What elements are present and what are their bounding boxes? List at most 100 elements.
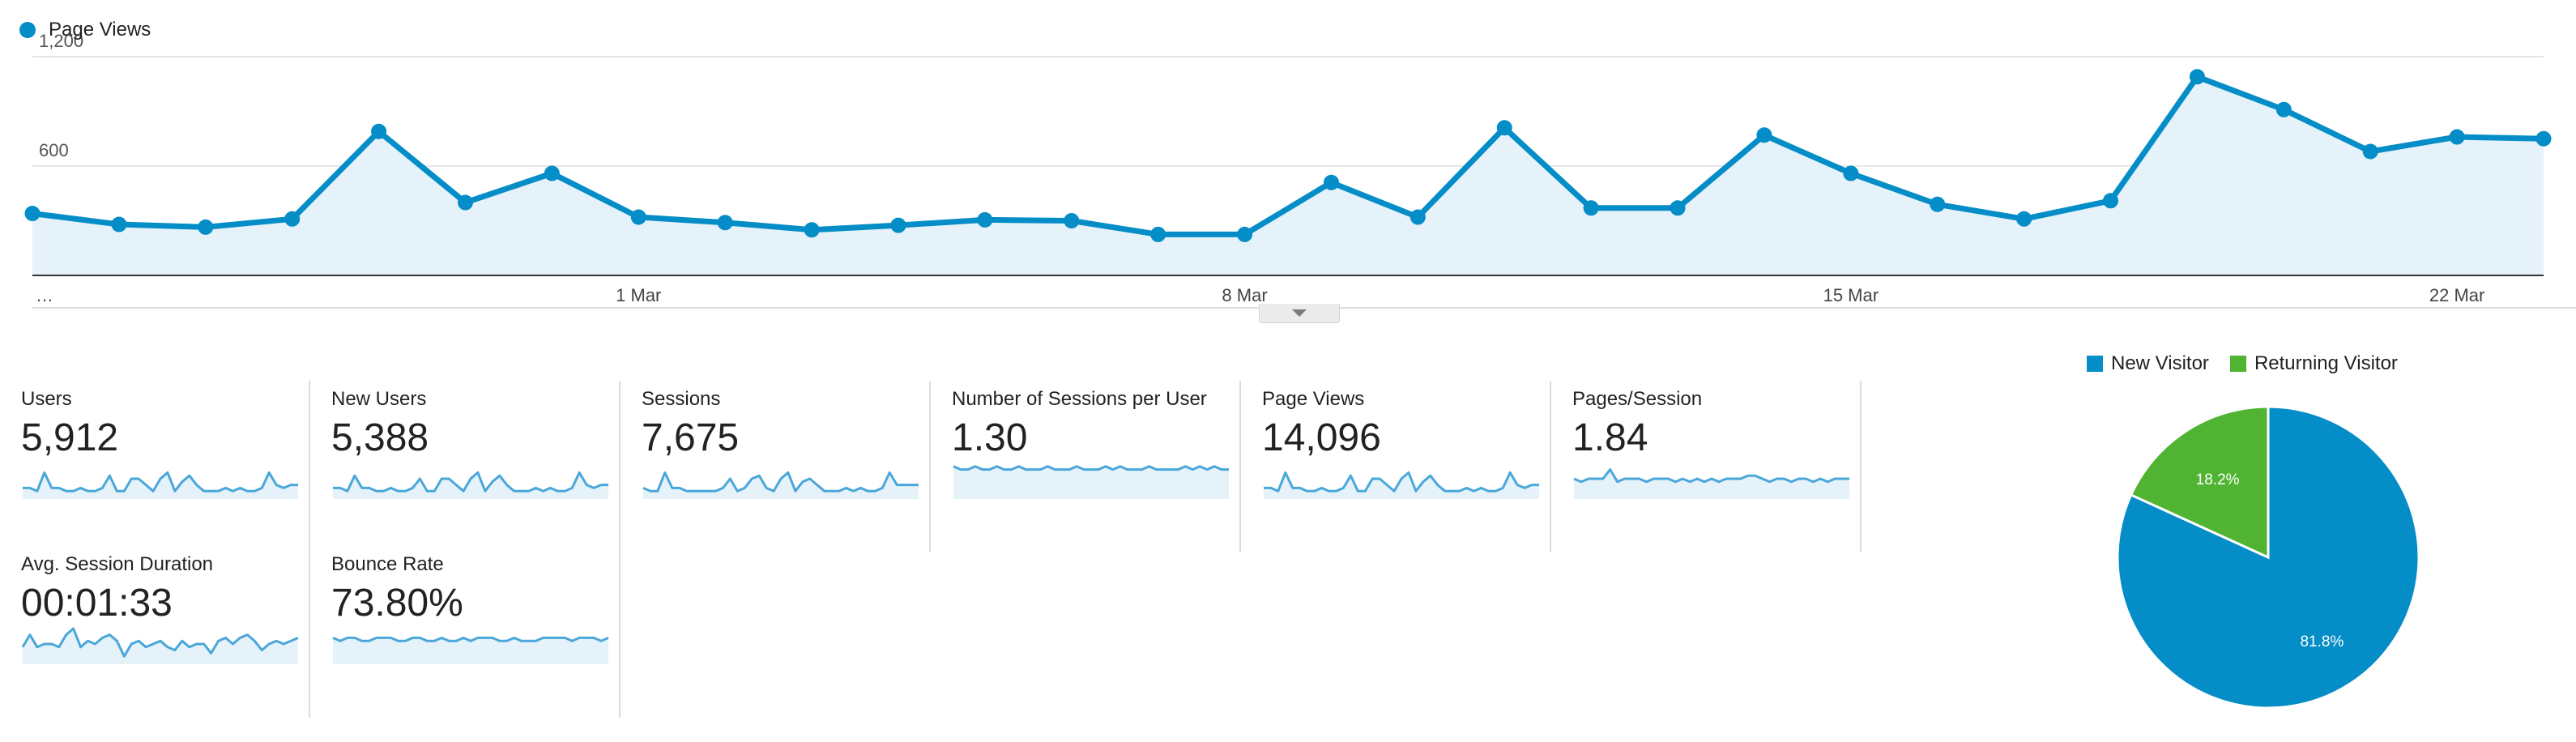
metric-label: Page Views <box>1262 388 1365 410</box>
sparkline-line <box>642 471 919 493</box>
sparkline <box>953 465 1229 499</box>
metric-label: Sessions <box>642 388 721 410</box>
sparkline-line <box>333 471 608 493</box>
sparkline-line <box>1573 468 1849 484</box>
metric-value: 1.84 <box>1572 416 1648 459</box>
legend-item-new-visitor[interactable]: New Visitor <box>2087 352 2209 375</box>
page-views-area <box>32 76 2544 275</box>
sparkline-area <box>333 638 608 664</box>
data-point[interactable] <box>1237 226 1253 242</box>
legend-dot-icon <box>19 22 36 38</box>
metric-label: Pages/Session <box>1572 388 1703 410</box>
data-point[interactable] <box>1756 127 1772 143</box>
data-point[interactable] <box>2275 101 2292 117</box>
sparkline <box>1573 468 1849 499</box>
data-point[interactable] <box>2362 143 2378 160</box>
data-point[interactable] <box>457 194 473 211</box>
sparkline <box>332 636 609 664</box>
metric-avg-session-duration[interactable]: Avg. Session Duration 00:01:33 <box>0 546 310 718</box>
data-point[interactable] <box>2535 130 2552 147</box>
visitor-type-pie-chart: 81.8% 18.2% <box>2116 405 2420 710</box>
pie-legend: New Visitor Returning Visitor <box>2087 350 2398 377</box>
data-point[interactable] <box>2189 69 2205 85</box>
metrics-row-2: Avg. Session Duration 00:01:33 Bounce Ra… <box>0 546 1879 718</box>
sparkline-line <box>21 627 299 658</box>
sparkline <box>1264 471 1539 499</box>
x-tick-label: 15 Mar <box>1823 285 1879 305</box>
chart-collapse-toggle[interactable] <box>1259 304 1340 323</box>
legend-label: Page Views <box>49 19 151 41</box>
data-point[interactable] <box>2016 211 2032 227</box>
metrics-panel: Users 5,912 New Users 5,388 Sessions 7,6… <box>0 381 1879 718</box>
metric-value: 14,096 <box>1262 416 1381 459</box>
pie-slice-label: 81.8% <box>2300 633 2344 650</box>
metric-label: Avg. Session Duration <box>21 553 214 575</box>
metric-label: Users <box>21 388 72 410</box>
data-point[interactable] <box>1670 200 1686 216</box>
sparkline-line <box>1264 471 1539 493</box>
sparkline-area <box>23 472 298 499</box>
y-tick-label: 600 <box>39 140 69 160</box>
data-point[interactable] <box>717 215 733 231</box>
metric-value: 7,675 <box>642 416 740 459</box>
data-point[interactable] <box>2449 129 2465 145</box>
metric-label: Number of Sessions per User <box>952 388 1207 410</box>
metric-users[interactable]: Users 5,912 <box>0 381 310 552</box>
data-point[interactable] <box>630 209 646 225</box>
data-point[interactable] <box>1583 200 1599 216</box>
data-point[interactable] <box>198 219 214 235</box>
data-point[interactable] <box>1930 196 1946 212</box>
metrics-row-1: Users 5,912 New Users 5,388 Sessions 7,6… <box>0 381 1879 552</box>
legend-item-label: New Visitor <box>2111 352 2209 374</box>
metric-sessions[interactable]: Sessions 7,675 <box>621 381 931 552</box>
data-point[interactable] <box>890 217 906 233</box>
data-point[interactable] <box>1496 120 1512 136</box>
data-point[interactable] <box>804 222 820 238</box>
legend-swatch-icon <box>2229 356 2246 372</box>
x-tick-label: 22 Mar <box>2429 285 2484 305</box>
sparkline-area <box>333 472 608 499</box>
metric-bounce-rate[interactable]: Bounce Rate 73.80% <box>310 546 621 718</box>
data-point[interactable] <box>1150 226 1166 242</box>
y-tick-label: 1,200 <box>39 31 83 51</box>
metric-label: New Users <box>331 388 427 410</box>
sparkline <box>21 627 299 664</box>
data-point[interactable] <box>977 211 993 228</box>
legend-item-returning-visitor[interactable]: Returning Visitor <box>2229 352 2398 375</box>
chart-legend: Page Views <box>19 16 151 44</box>
data-point[interactable] <box>1843 165 1859 181</box>
sparkline <box>642 471 919 499</box>
metric-new-users[interactable]: New Users 5,388 <box>310 381 621 552</box>
sparkline-line <box>953 465 1229 471</box>
metric-value: 5,388 <box>331 416 429 459</box>
sparkline-line <box>332 636 609 642</box>
metric-value: 00:01:33 <box>21 582 173 625</box>
chevron-down-icon <box>1292 309 1307 317</box>
metric-pages-per-session[interactable]: Pages/Session 1.84 <box>1551 381 1862 552</box>
data-point[interactable] <box>24 206 41 221</box>
metric-value: 1.30 <box>952 416 1028 459</box>
legend-swatch-icon <box>2087 356 2103 372</box>
x-tick-label: … <box>36 285 53 305</box>
data-point[interactable] <box>371 123 387 139</box>
data-point[interactable] <box>1410 209 1426 225</box>
legend-item-label: Returning Visitor <box>2254 352 2398 374</box>
metric-sessions-per-user[interactable]: Number of Sessions per User 1.30 <box>931 381 1241 552</box>
data-point[interactable] <box>544 165 560 181</box>
sparkline <box>333 471 608 499</box>
x-tick-label: 8 Mar <box>1222 285 1267 305</box>
sparkline-area <box>953 466 1229 499</box>
metric-label: Bounce Rate <box>331 553 444 575</box>
page-views-line <box>32 74 2544 237</box>
metric-value: 5,912 <box>21 416 119 459</box>
data-point[interactable] <box>111 216 127 232</box>
page-views-chart: 600 1,200 … 1 Mar 8 Mar 15 Mar 22 Mar <box>24 31 2576 309</box>
sparkline-area <box>23 629 298 664</box>
data-point[interactable] <box>2103 193 2119 209</box>
metric-page-views[interactable]: Page Views 14,096 <box>1241 381 1551 552</box>
data-point[interactable] <box>1323 174 1339 190</box>
sparkline-area <box>1574 469 1849 499</box>
data-point[interactable] <box>284 211 301 227</box>
pie-slice-returning-visitor[interactable] <box>2129 405 2270 560</box>
data-point[interactable] <box>1064 213 1080 228</box>
